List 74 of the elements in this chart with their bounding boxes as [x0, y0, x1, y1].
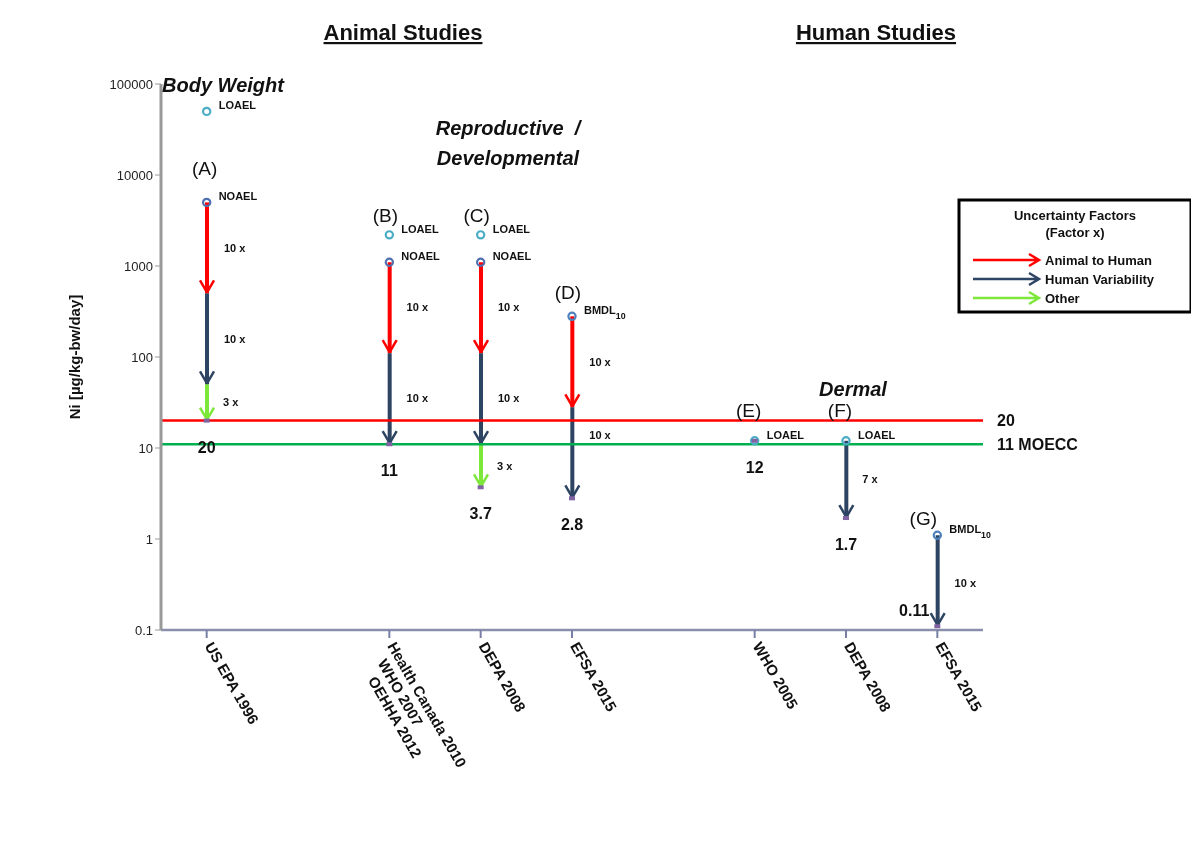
annotation: 10 x	[497, 301, 521, 314]
point	[475, 257, 486, 267]
annotation: 10 x	[589, 428, 612, 441]
point	[567, 311, 577, 322]
annotation: Dermal	[819, 378, 888, 400]
annotation: 3 x	[497, 460, 514, 473]
text: LOAEL	[492, 222, 530, 235]
point	[841, 436, 851, 446]
y-tick-label: 10	[138, 440, 153, 456]
y-tick-label: 1	[145, 531, 153, 547]
point	[569, 496, 575, 501]
annotation: 10 x	[223, 241, 247, 254]
annotation: 10 x	[406, 301, 429, 314]
point	[386, 442, 393, 447]
bar	[479, 262, 483, 354]
y-axis-title: Ni [µg/kg-bw/day]	[66, 294, 84, 420]
point	[475, 230, 486, 240]
legend-label: Human Variability	[1045, 272, 1155, 287]
text: NOAEL	[492, 250, 532, 263]
text: LOAEL	[401, 222, 439, 235]
bar	[387, 262, 392, 354]
text: Animal Studies	[323, 20, 483, 45]
data-label: 1.7	[834, 536, 858, 554]
y-tick-label: 10000	[116, 167, 153, 183]
annotation: 10 x	[589, 355, 612, 368]
ref-line-label: 11 MOECC	[997, 435, 1079, 453]
series-label: LOAEL	[218, 99, 257, 112]
annotation: Reproductive / Developmental	[435, 117, 583, 169]
text: BMDL$_{10}$	[949, 523, 991, 541]
point	[201, 197, 212, 208]
y-tick-label: 100000	[109, 76, 153, 92]
y-tick-label: 1000	[124, 258, 153, 274]
bar	[205, 202, 209, 294]
annotation: Body Weight	[162, 74, 286, 96]
bar	[570, 316, 575, 408]
y-tick-label: 100	[131, 349, 153, 365]
annotation: 7 x	[862, 473, 879, 486]
legend-label: Animal to Human	[1045, 253, 1152, 268]
annotation: (B)	[372, 205, 398, 227]
point	[201, 106, 212, 117]
data-label: 0.11	[899, 602, 930, 620]
point	[477, 485, 484, 490]
point	[843, 516, 849, 521]
annotation: (A)	[192, 157, 218, 179]
series-label: BMDL$_{10}$	[584, 304, 626, 322]
annotation: 10 x	[954, 576, 977, 589]
data-label: 11	[380, 462, 398, 480]
text: LOAEL	[858, 428, 896, 441]
point	[934, 624, 941, 629]
data-label: 3.7	[469, 505, 492, 523]
annotation: 10 x	[406, 392, 429, 405]
text: LOAEL	[766, 428, 804, 441]
annotation: (G)	[909, 507, 938, 529]
point	[932, 530, 943, 540]
text: Human Studies	[795, 20, 957, 45]
legend-title: Uncertainty Factors (Factor x)	[1013, 208, 1137, 240]
annotation: (E)	[736, 399, 762, 421]
ref-line-label: 20	[997, 412, 1015, 430]
annotation: 10 x	[223, 332, 247, 345]
legend-label: Other	[1045, 291, 1080, 306]
annotation: (F)	[827, 399, 853, 421]
point	[384, 230, 395, 240]
bar	[205, 293, 209, 385]
annotation: (C)	[463, 205, 490, 227]
annotation: 3 x	[223, 395, 240, 408]
point	[384, 257, 395, 267]
text: NOAEL	[401, 250, 440, 263]
point	[203, 418, 210, 423]
annotation: (D)	[554, 281, 582, 303]
series-label: NOAEL	[218, 190, 258, 203]
y-tick-label: 0.1	[134, 622, 153, 638]
data-label: 2.8	[560, 516, 584, 534]
data-label: 12	[745, 458, 764, 476]
annotation: 10 x	[497, 392, 521, 405]
